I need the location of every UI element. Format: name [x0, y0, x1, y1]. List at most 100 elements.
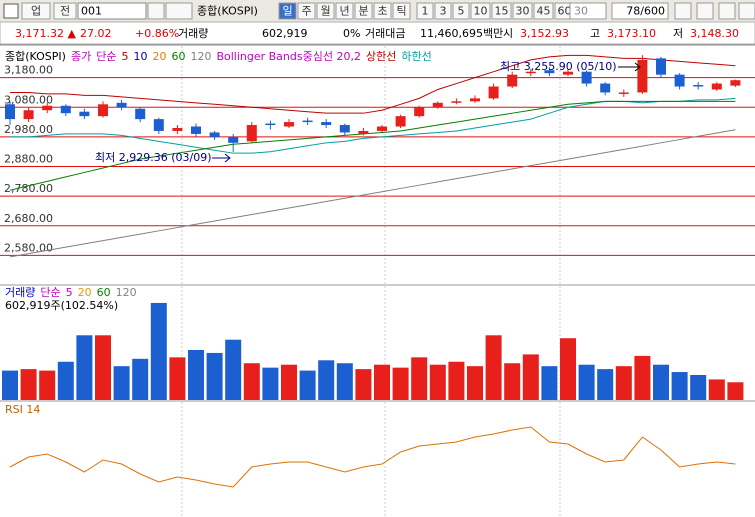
tool-button[interactable] [696, 2, 714, 20]
period-button[interactable] [354, 2, 373, 20]
sound-btn[interactable] [165, 2, 193, 20]
candle-body [265, 123, 276, 126]
candle-body [711, 83, 722, 90]
candle-body [339, 125, 350, 133]
period-button[interactable] [335, 2, 354, 20]
period-button-label[interactable]: 월 [320, 5, 330, 18]
legend-entry: 하한선 [401, 49, 431, 63]
legend-entry: 5 [66, 286, 73, 299]
interval-button-label[interactable]: 45 [537, 5, 551, 18]
volume-bar [336, 363, 353, 400]
candle-body [451, 101, 462, 103]
period-button-label[interactable]: 분 [358, 5, 368, 18]
type-select[interactable] [53, 2, 77, 20]
y-tick-label: 2,880.00 [4, 153, 53, 166]
volume-bar [318, 360, 335, 400]
interval-button-label[interactable]: 1 [422, 5, 429, 18]
candle-body [581, 71, 592, 84]
interval-button[interactable] [416, 2, 434, 20]
volume-bar [150, 302, 167, 400]
candle-body [5, 104, 15, 120]
tool-button[interactable] [718, 2, 736, 20]
volume-bar [374, 364, 390, 400]
candle-body [395, 116, 406, 127]
candle-body [153, 119, 164, 131]
volume-subtitle: 602,919주(102.54%) [5, 299, 118, 312]
interval-button-label[interactable]: 15 [495, 5, 509, 18]
candle-body [470, 98, 480, 102]
type-select-label[interactable]: 전 [60, 5, 70, 18]
quote-volume: 602,919 [262, 27, 308, 40]
candle-body [674, 74, 685, 87]
icon[interactable] [3, 3, 19, 19]
candle-body [563, 71, 573, 75]
period-button-label[interactable]: 년 [339, 5, 349, 18]
candle-body [135, 108, 146, 120]
code-text: 001 [81, 5, 102, 18]
interval-button[interactable] [533, 2, 554, 20]
volume-bar [132, 358, 149, 400]
volume-bar [243, 363, 260, 400]
interval-button[interactable] [452, 2, 470, 20]
volume-bar [355, 369, 372, 400]
count-input[interactable] [569, 2, 607, 20]
volume-bar [485, 335, 502, 400]
candle-body [600, 83, 611, 93]
name-text: 종합(KOSPI) [197, 5, 258, 18]
candle-body [209, 132, 220, 137]
search-btn[interactable] [147, 2, 165, 20]
legend-entry: 120 [116, 286, 137, 299]
volume-bar [634, 355, 651, 400]
period-button-label[interactable]: 틱 [396, 5, 406, 18]
period-button-label[interactable]: 주 [301, 5, 311, 18]
market-select-label[interactable]: 업 [31, 5, 41, 18]
period-button[interactable] [373, 2, 392, 20]
y-tick-label: 3,080.00 [4, 93, 53, 106]
volume-bar [411, 357, 428, 400]
period-button-label[interactable]: 초 [377, 5, 387, 18]
volume-bar [225, 339, 242, 400]
interval-button-label[interactable]: 3 [440, 5, 447, 18]
interval-button[interactable] [512, 2, 533, 20]
interval-button-label[interactable]: 10 [474, 5, 488, 18]
period-button-label[interactable]: 일 [282, 4, 292, 18]
period-button[interactable] [392, 2, 411, 20]
interval-button-label[interactable]: 5 [458, 5, 465, 18]
market-select[interactable] [21, 2, 51, 20]
period-button[interactable] [278, 2, 297, 20]
volume-bar [39, 370, 56, 400]
tool-button[interactable] [674, 2, 692, 20]
candle-body [488, 86, 499, 99]
volume-bar [262, 367, 279, 400]
candle-body [414, 107, 425, 117]
legend-entry: 20 [152, 50, 166, 63]
range-input[interactable] [611, 2, 669, 20]
code-input[interactable] [77, 2, 147, 20]
volume-bar [578, 364, 595, 400]
interval-button-label[interactable]: 60 [558, 5, 572, 18]
indicator-line [9, 129, 736, 258]
volume-bar [560, 338, 576, 400]
indicator-line [10, 54, 736, 114]
annotation-arrow [212, 153, 231, 163]
candle-body [246, 125, 257, 142]
chart-area [0, 46, 755, 517]
interval-button-label[interactable]: 30 [516, 5, 530, 18]
interval-button[interactable] [491, 2, 512, 20]
candle-body [358, 130, 369, 134]
legend-entry: 단순 [96, 50, 116, 63]
interval-button[interactable] [434, 2, 452, 20]
legend-entry: 종가 [71, 50, 91, 63]
candle-body [618, 92, 629, 94]
volume-bar [504, 363, 521, 400]
candle-body [432, 102, 443, 108]
period-button[interactable] [316, 2, 335, 20]
annotation: 최고 3,255.90 (05/10) [500, 60, 617, 73]
interval-button[interactable] [470, 2, 491, 20]
volume-bar [671, 372, 688, 400]
candle-body [693, 85, 704, 87]
period-button[interactable] [297, 2, 316, 20]
annotation: 최저 2,929.36 (03/09) [95, 151, 212, 164]
tool-button[interactable] [738, 2, 755, 20]
volume-bar [299, 370, 316, 400]
